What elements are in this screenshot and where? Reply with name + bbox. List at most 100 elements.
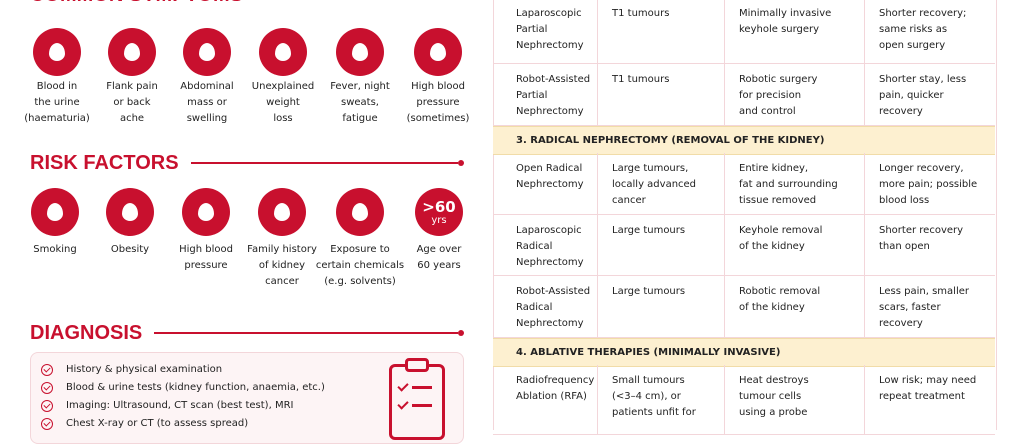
table-cell-text: Nephrectomy [516,179,584,190]
clipboard-line [412,404,432,407]
table-cell-text: tissue removed [739,195,817,206]
table-cell-text: recovery [879,106,923,117]
header-dot [458,330,464,336]
diagnosis-item: Chest X-ray or CT (to assess spread) [66,418,249,429]
icon-glyph [274,203,290,221]
col-line [724,0,725,64]
risk-label: 60 years [417,260,461,271]
icon-glyph [430,43,446,61]
symptom-label: weight [266,97,300,108]
diagnosis-item: History & physical examination [66,364,223,375]
symptom-icon [259,28,307,76]
table-cell-text: than open [879,241,930,252]
table-cell-text: fat and surrounding [739,179,838,190]
section-row: 3. RADICAL NEPHRECTOMY (REMOVAL OF THE K… [493,126,995,155]
table-cell-text: Nephrectomy [516,40,584,51]
table-cell-text: Less pain, smaller [879,286,969,297]
section-title: RISK FACTORS [30,151,179,174]
table-cell-text: Partial [516,90,548,101]
table-cell-text: Keyhole removal [739,225,823,236]
symptom-label: loss [273,113,293,124]
clipboard-check [397,380,409,392]
section-header: COMMON SYMPTOMS [30,0,464,7]
table-cell-text: Radiofrequency [516,375,595,386]
table-cell-text: cancer [612,195,646,206]
col-line [864,153,865,215]
table-cell-text: using a probe [739,407,808,418]
table-cell-text: Large tumours [612,225,686,236]
table-cell-text: T1 tumours [612,74,670,85]
risk-icon [31,188,79,236]
row-line [493,214,995,215]
table-cell-text: Large tumours [612,286,686,297]
col-line [597,276,598,338]
icon-glyph [198,203,214,221]
col-line [724,215,725,276]
header-dot [458,160,464,166]
table-cell-text: Laparoscopic [516,225,582,236]
symptom-label: swelling [186,113,228,124]
symptom-label: mass or [187,97,227,108]
icon-glyph [49,43,65,61]
risk-label: Exposure to [330,244,390,255]
symptom-label: the urine [34,97,80,108]
row-line [493,63,995,64]
table-cell-text: Entire kidney, [739,163,809,174]
risk-icon [336,188,384,236]
col-line [864,0,865,64]
table-cell-text: Open Radical [516,163,583,174]
symptom-icon [336,28,384,76]
risk-label: (e.g. solvents) [324,276,396,287]
table-cell-text: Nephrectomy [516,318,584,329]
risk-label: Obesity [110,244,150,255]
section-row: 4. ABLATIVE THERAPIES (MINIMALLY INVASIV… [493,338,995,367]
symptom-label: sweats, [341,97,379,108]
table-cell-text: Radical [516,241,553,252]
col-line [724,365,725,435]
table-cell-text: T1 tumours [612,8,670,19]
page: COMMON SYMPTOMS Blood in the urine (haematu… [24,0,997,444]
row-line [493,125,995,126]
symptom-icon [414,28,462,76]
table-cell-text: (<3–4 cm), or [612,391,681,402]
check-icon [41,418,53,430]
col-line [597,153,598,215]
icon-glyph [122,203,138,221]
col-line [864,215,865,276]
table-cell-text: Radical [516,302,553,313]
section-title: DIAGNOSIS [30,321,143,344]
age-icon-text: yrs [431,214,447,226]
table-cell-text: tumour cells [739,391,802,402]
col-line [597,64,598,126]
table-cell-text: Robotic surgery [739,74,818,85]
symptom-label: ache [119,113,145,124]
diagnosis-item: Imaging: Ultrasound, CT scan (best test)… [66,400,294,411]
table-cell-text: Shorter recovery [879,225,964,236]
symptom-icon [108,28,156,76]
symptom-icon [183,28,231,76]
col-line [597,365,598,435]
check-icon [41,400,53,412]
risk-label: cancer [265,276,299,287]
symptom-label: pressure [416,97,460,108]
risk-label: pressure [184,260,228,271]
icon-glyph [199,43,215,61]
symptom-label: Fever, night [330,81,390,92]
table-cell-text: for precision [739,90,802,101]
section-header: RISK FACTORS [30,151,464,175]
age-icon-text: >60 [422,197,456,216]
table-cell-text: of the kidney [739,302,805,313]
risk-icon [106,188,154,236]
table-border [493,0,997,430]
table-cell-text: Robotic removal [739,286,821,297]
col-line [864,276,865,338]
table-cell-text: Robot-Assisted [516,74,591,85]
table-cell-text: Heat destroys [739,375,809,386]
col-line [724,153,725,215]
section-title: COMMON SYMPTOMS [30,0,243,7]
section-header: DIAGNOSIS [30,321,464,345]
check-mark [42,383,51,391]
table-cell-text: Shorter stay, less [879,74,967,85]
table-cell-text: Minimally invasive [739,8,832,19]
risk-icon [182,188,230,236]
